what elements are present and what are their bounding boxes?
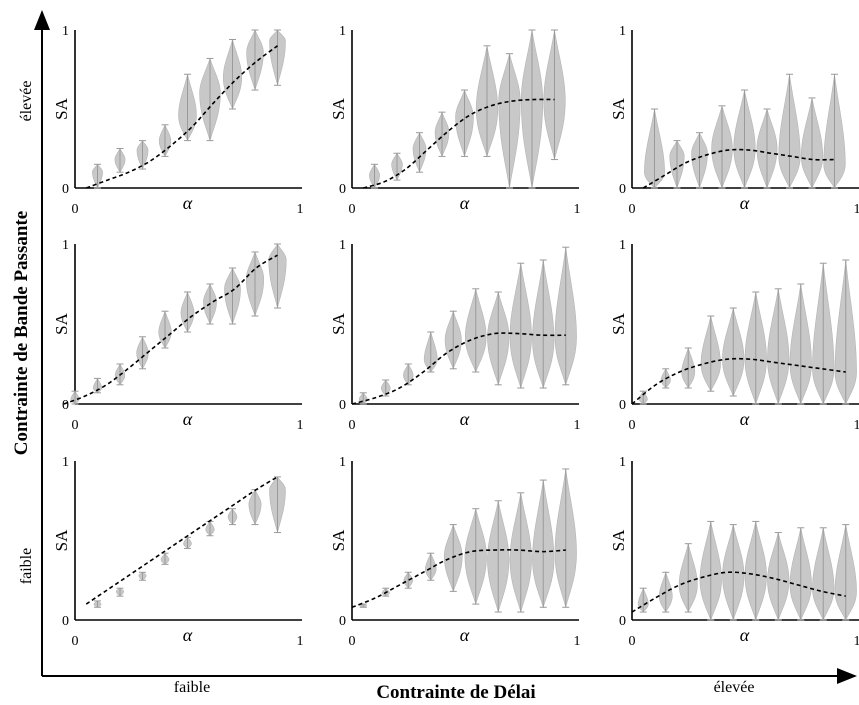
- x-tick-label-right: 1: [854, 202, 859, 217]
- panel-y-label: SA: [52, 312, 71, 334]
- trend-line: [631, 357, 846, 405]
- y-tick-label-top: 1: [339, 24, 346, 39]
- trend-line: [85, 476, 278, 605]
- x-tick-label-left: 0: [349, 202, 356, 217]
- violin-panel-mid-high: 1 00 1 α SA: [609, 238, 859, 433]
- x-tick-label-left: 0: [72, 418, 79, 433]
- y-tick-label-top: 1: [339, 238, 346, 253]
- y-tick-label-top: 1: [339, 455, 346, 470]
- y-tick-label-bottom: 0: [619, 398, 626, 413]
- y-axis-title: Contrainte de Bande Passante: [11, 211, 32, 455]
- y-tick-label-bottom: 0: [339, 182, 346, 197]
- y-axis-high-label: élevée: [18, 81, 35, 122]
- panel-x-label: α: [183, 625, 193, 645]
- panel-y-label: SA: [609, 529, 628, 551]
- x-tick-label-right: 1: [854, 418, 859, 433]
- panel-y-label: SA: [52, 97, 71, 119]
- y-tick-label-top: 1: [619, 455, 626, 470]
- x-tick-label-left: 0: [72, 202, 79, 217]
- x-tick-label-left: 0: [629, 418, 636, 433]
- x-tick-label-right: 1: [574, 634, 581, 649]
- x-tick-label-right: 1: [854, 634, 859, 649]
- panel-x-label: α: [183, 193, 193, 213]
- x-tick-label-left: 0: [349, 418, 356, 433]
- trend-line: [351, 332, 566, 405]
- violin-panel-high-high: 1 00 1 α SA: [609, 24, 859, 217]
- x-tick-label-left: 0: [629, 634, 636, 649]
- x-tick-label-left: 0: [349, 634, 356, 649]
- y-tick-label-bottom: 0: [619, 614, 626, 629]
- x-tick-label-right: 1: [297, 634, 304, 649]
- y-tick-label-top: 1: [62, 238, 69, 253]
- y-tick-label-bottom: 0: [339, 398, 346, 413]
- panel-x-label: α: [740, 625, 750, 645]
- trend-line: [63, 254, 278, 405]
- panel-y-label: SA: [329, 529, 348, 551]
- x-axis-high-label: élevée: [714, 679, 755, 696]
- x-tick-label-right: 1: [574, 418, 581, 433]
- violin-panel-high-low: 1 00 1 α SA: [52, 24, 304, 217]
- y-tick-label-top: 1: [619, 238, 626, 253]
- panel-y-label: SA: [609, 97, 628, 119]
- y-tick-label-bottom: 0: [62, 614, 69, 629]
- y-tick-label-bottom: 0: [62, 182, 69, 197]
- trend-line: [642, 148, 835, 189]
- x-axis-low-label: faible: [174, 679, 210, 696]
- x-tick-label-left: 0: [629, 202, 636, 217]
- panel-y-label: SA: [52, 529, 71, 551]
- violin-panel-mid-low: 1 00 1 α SA: [52, 238, 304, 433]
- y-tick-label-bottom: 0: [619, 182, 626, 197]
- panel-y-label: SA: [329, 97, 348, 119]
- x-axis-title: Contrainte de Délai: [376, 682, 535, 703]
- trend-line: [631, 571, 846, 613]
- y-tick-label-bottom: 0: [62, 398, 69, 413]
- panel-x-label: α: [460, 625, 470, 645]
- y-tick-label-top: 1: [62, 24, 69, 39]
- x-tick-label-left: 0: [72, 634, 79, 649]
- violin-panel-low-low: 1 00 1 α SA: [52, 455, 304, 649]
- panel-y-label: SA: [609, 312, 628, 334]
- panel-x-label: α: [740, 409, 750, 429]
- violin-panel-low-mid: 1 00 1 α SA: [329, 455, 581, 649]
- panel-x-label: α: [740, 193, 750, 213]
- panel-x-label: α: [183, 409, 193, 429]
- x-tick-label-right: 1: [574, 202, 581, 217]
- panel-x-label: α: [460, 409, 470, 429]
- panel-y-label: SA: [329, 312, 348, 334]
- violin-panel-mid-mid: 1 00 1 α SA: [329, 238, 581, 433]
- y-axis-low-label: faible: [18, 548, 35, 584]
- violin-panel-low-high: 1 00 1 α SA: [609, 455, 859, 649]
- violin-panel-high-mid: 1 00 1 α SA: [329, 24, 581, 217]
- panel-x-label: α: [460, 193, 470, 213]
- y-tick-label-top: 1: [619, 24, 626, 39]
- y-tick-label-bottom: 0: [339, 614, 346, 629]
- trend-line: [351, 549, 566, 609]
- y-tick-label-top: 1: [62, 455, 69, 470]
- x-tick-label-right: 1: [297, 202, 304, 217]
- x-tick-label-right: 1: [297, 418, 304, 433]
